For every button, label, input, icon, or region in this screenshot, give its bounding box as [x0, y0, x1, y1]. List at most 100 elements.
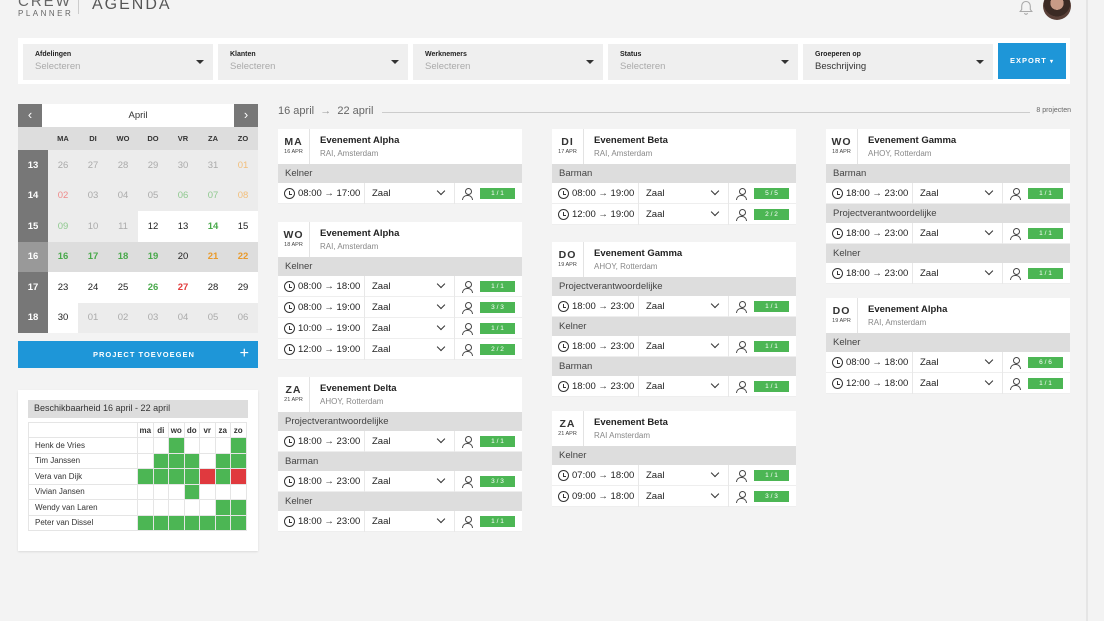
calendar-day[interactable]: 20 — [168, 241, 198, 272]
calendar-day[interactable]: 05 — [138, 180, 168, 211]
calendar-day[interactable]: 22 — [228, 241, 258, 272]
week-number[interactable]: 14 — [18, 180, 48, 211]
calendar-day[interactable]: 05 — [198, 302, 228, 333]
event-header[interactable]: DO 19 APR Evenement Alpha RAI, Amsterdam — [826, 298, 1070, 333]
staffing-badge[interactable]: 2 / 2 — [480, 344, 515, 355]
person-icon[interactable] — [462, 323, 473, 335]
event-header[interactable]: ZA 21 APR Evenement Beta RAI Amsterdam — [552, 411, 796, 446]
calendar-day[interactable]: 08 — [228, 180, 258, 211]
person-icon[interactable] — [462, 188, 473, 200]
staffing-badge[interactable]: 1 / 1 — [754, 301, 789, 312]
calendar-day[interactable]: 17 — [78, 241, 108, 272]
calendar-day[interactable]: 29 — [228, 272, 258, 303]
calendar-day[interactable]: 23 — [48, 272, 78, 303]
event-card[interactable]: DO 19 APR Evenement Alpha RAI, Amsterdam Kel… — [826, 298, 1070, 394]
event-card[interactable]: DI 17 APR Evenement Beta RAI, Amsterdam Barm… — [552, 129, 796, 225]
person-icon[interactable] — [1010, 357, 1021, 369]
person-icon[interactable] — [1010, 188, 1021, 200]
bell-icon[interactable] — [1018, 0, 1034, 16]
event-header[interactable]: ZA 21 APR Evenement Delta AHOY, Rotterdam — [278, 377, 522, 412]
calendar-day[interactable]: 29 — [138, 150, 168, 181]
person-icon[interactable] — [1010, 268, 1021, 280]
calendar-day[interactable]: 12 — [138, 211, 168, 242]
staffing-badge[interactable]: 1 / 1 — [480, 436, 515, 447]
filter-afdelingen[interactable]: Afdelingen Selecteren — [23, 44, 213, 80]
person-icon[interactable] — [462, 516, 473, 528]
staffing-badge[interactable]: 1 / 1 — [754, 381, 789, 392]
week-number[interactable]: 17 — [18, 272, 48, 303]
calendar-day[interactable]: 18 — [108, 241, 138, 272]
calendar-day[interactable]: 26 — [138, 272, 168, 303]
calendar-day[interactable]: 27 — [168, 272, 198, 303]
event-header[interactable]: DI 17 APR Evenement Beta RAI, Amsterdam — [552, 129, 796, 164]
user-avatar[interactable] — [1043, 0, 1071, 20]
event-card[interactable]: WO 18 APR Evenement Alpha RAI, Amsterdam Kel… — [278, 222, 522, 360]
week-number[interactable]: 18 — [18, 302, 48, 333]
calendar-day[interactable]: 30 — [168, 150, 198, 181]
calendar-day[interactable]: 01 — [78, 302, 108, 333]
event-card[interactable]: DO 19 APR Evenement Gamma AHOY, Rotterdam Pr… — [552, 242, 796, 397]
person-icon[interactable] — [736, 188, 747, 200]
prev-month-button[interactable]: ‹ — [18, 104, 42, 127]
filter-groeperen-op[interactable]: Groeperen op Beschrijving — [803, 44, 993, 80]
calendar-day[interactable]: 27 — [78, 150, 108, 181]
event-card[interactable]: ZA 21 APR Evenement Beta RAI Amsterdam Kelne… — [552, 411, 796, 507]
event-card[interactable]: WO 18 APR Evenement Gamma AHOY, Rotterdam Ba… — [826, 129, 1070, 284]
calendar-day[interactable]: 03 — [138, 302, 168, 333]
staffing-badge[interactable]: 3 / 3 — [480, 476, 515, 487]
person-icon[interactable] — [462, 302, 473, 314]
staffing-badge[interactable]: 1 / 1 — [480, 281, 515, 292]
staffing-badge[interactable]: 1 / 1 — [1028, 228, 1063, 239]
event-card[interactable]: ZA 21 APR Evenement Delta AHOY, Rotterdam Pr… — [278, 377, 522, 532]
staffing-badge[interactable]: 3 / 3 — [754, 491, 789, 502]
staffing-badge[interactable]: 6 / 6 — [1028, 357, 1063, 368]
person-icon[interactable] — [1010, 228, 1021, 240]
week-number[interactable]: 16 — [18, 241, 48, 272]
person-icon[interactable] — [736, 209, 747, 221]
scrollbar[interactable] — [1086, 0, 1088, 621]
person-icon[interactable] — [736, 301, 747, 313]
calendar-day[interactable]: 01 — [228, 150, 258, 181]
calendar-day[interactable]: 25 — [108, 272, 138, 303]
person-icon[interactable] — [736, 341, 747, 353]
person-icon[interactable] — [736, 381, 747, 393]
calendar-day[interactable]: 15 — [228, 211, 258, 242]
calendar-day[interactable]: 30 — [48, 302, 78, 333]
person-icon[interactable] — [462, 344, 473, 356]
next-month-button[interactable]: › — [234, 104, 258, 127]
event-header[interactable]: MA 16 APR Evenement Alpha RAI, Amsterdam — [278, 129, 522, 164]
calendar-day[interactable]: 14 — [198, 211, 228, 242]
calendar-day[interactable]: 06 — [228, 302, 258, 333]
calendar-day[interactable]: 10 — [78, 211, 108, 242]
calendar-day[interactable]: 11 — [108, 211, 138, 242]
calendar-day[interactable]: 16 — [48, 241, 78, 272]
calendar-day[interactable]: 04 — [168, 302, 198, 333]
calendar-day[interactable]: 02 — [108, 302, 138, 333]
calendar-day[interactable]: 26 — [48, 150, 78, 181]
calendar-day[interactable]: 31 — [198, 150, 228, 181]
staffing-badge[interactable]: 1 / 1 — [1028, 188, 1063, 199]
export-button[interactable]: EXPORT ▾ — [998, 43, 1066, 79]
calendar-day[interactable]: 13 — [168, 211, 198, 242]
person-icon[interactable] — [462, 281, 473, 293]
person-icon[interactable] — [1010, 378, 1021, 390]
calendar-day[interactable]: 28 — [198, 272, 228, 303]
calendar-day[interactable]: 28 — [108, 150, 138, 181]
staffing-badge[interactable]: 5 / 5 — [754, 188, 789, 199]
week-number[interactable]: 13 — [18, 150, 48, 181]
add-project-button[interactable]: PROJECT TOEVOEGEN + — [18, 341, 258, 368]
staffing-badge[interactable]: 1 / 1 — [754, 341, 789, 352]
person-icon[interactable] — [736, 470, 747, 482]
filter-klanten[interactable]: Klanten Selecteren — [218, 44, 408, 80]
filter-status[interactable]: Status Selecteren — [608, 44, 798, 80]
staffing-badge[interactable]: 1 / 1 — [1028, 268, 1063, 279]
calendar-day[interactable]: 07 — [198, 180, 228, 211]
person-icon[interactable] — [736, 491, 747, 503]
event-header[interactable]: DO 19 APR Evenement Gamma AHOY, Rotterdam — [552, 242, 796, 277]
calendar-day[interactable]: 19 — [138, 241, 168, 272]
crew-planner-logo[interactable]: CREW PLANNER — [18, 0, 71, 19]
calendar-day[interactable]: 02 — [48, 180, 78, 211]
calendar-day[interactable]: 06 — [168, 180, 198, 211]
calendar-day[interactable]: 21 — [198, 241, 228, 272]
week-number[interactable]: 15 — [18, 211, 48, 242]
